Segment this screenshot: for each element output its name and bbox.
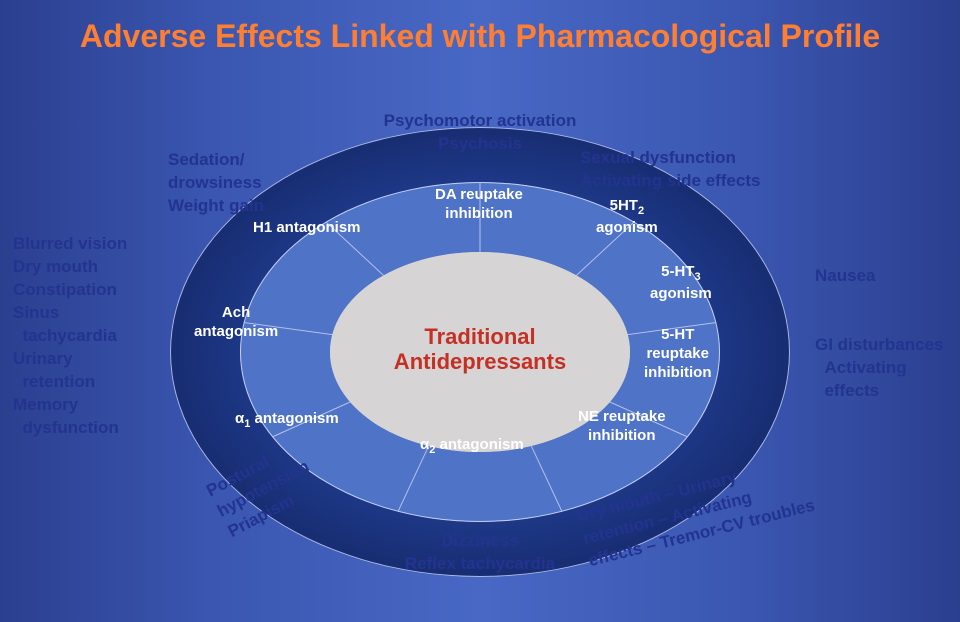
outer-right-upper: Sexual dysfunctionActivating side effect…: [580, 147, 760, 193]
mechanism-ach: Achantagonism: [194, 304, 278, 342]
center-line1: Traditional: [424, 324, 535, 349]
mechanism-5ht3: 5-HT3agonism: [650, 263, 712, 304]
outer-bottom: DizzinessReflex tachycardia: [405, 530, 555, 576]
mechanism-h1: H1 antagonism: [253, 219, 361, 238]
mechanism-5ht2: 5HT2agonism: [596, 197, 658, 238]
center-line2: Antidepressants: [394, 349, 566, 374]
outer-left-upper: Sedation/drowsinessWeight gain: [168, 149, 264, 218]
mechanism-a1: α1 antagonism: [235, 410, 339, 432]
mechanism-da: DA reuptakeinhibition: [435, 186, 523, 224]
outer-top: Psychomotor activationPsychosis: [384, 110, 577, 156]
center-label: Traditional Antidepressants: [394, 324, 566, 375]
mechanism-a2: α2 antagonism: [420, 436, 524, 458]
mechanism-5htr: 5-HTreuptakeinhibition: [644, 326, 711, 382]
outer-left-list: Blurred visionDry mouthConstipationSinus…: [13, 233, 127, 439]
slide-title: Adverse Effects Linked with Pharmacologi…: [0, 18, 960, 55]
outer-right-list: NauseaGI disturbances Activating effects: [815, 265, 943, 403]
mechanism-ne: NE reuptakeinhibition: [578, 408, 666, 446]
